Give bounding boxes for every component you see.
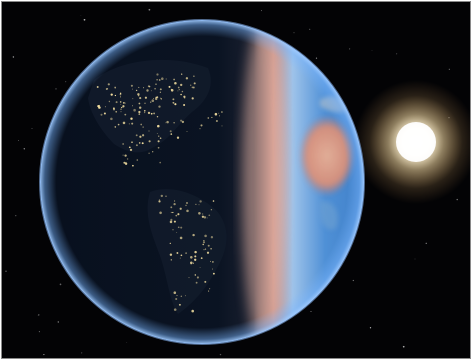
star-field xyxy=(5,8,458,356)
planet-earth-icon xyxy=(39,19,365,345)
sun-icon xyxy=(354,80,470,204)
